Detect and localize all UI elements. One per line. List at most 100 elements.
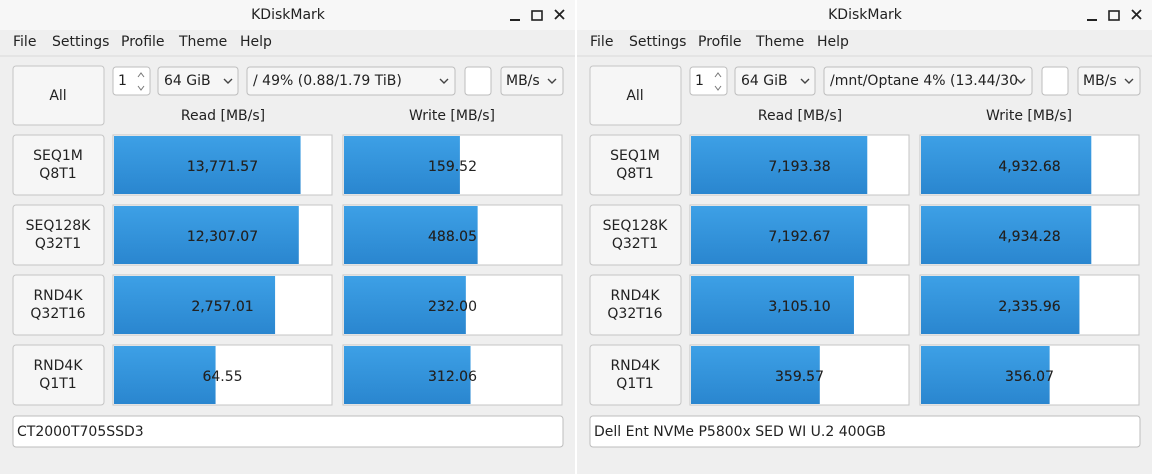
menu-item[interactable]: Help [240,34,272,50]
test-name: RND4K [610,358,660,374]
menu-item[interactable]: Profile [698,34,742,50]
test-params: Q32T1 [612,236,658,252]
test-params: Q1T1 [39,376,76,392]
close-button[interactable] [554,9,565,20]
test-name: RND4K [33,288,83,304]
test-params: Q8T1 [39,166,76,182]
test-button[interactable] [12,344,105,406]
result-value-highlight: 488.05 [428,229,477,245]
result-value: 159.52 [428,159,477,175]
result-bar [344,206,478,264]
maximize-button[interactable] [1108,10,1120,21]
size-combo[interactable] [734,66,816,96]
dropdown-arrow [1016,78,1026,84]
result-value: 64.55 [202,369,242,385]
test-button[interactable] [12,134,105,196]
result-bar [921,206,1092,264]
test-name: RND4K [610,288,660,304]
result-bar [691,136,868,194]
result-value-highlight: 7,193.38 [768,159,830,175]
spin-arrows [137,72,145,91]
size-value: 64 GiB [741,73,788,89]
maximize-button[interactable] [531,10,543,21]
test-params: Q32T1 [35,236,81,252]
result-value-highlight: 7,192.67 [768,229,830,245]
result-value-highlight: 4,932.68 [998,159,1060,175]
write-header: Write [MB/s] [986,108,1072,124]
target-combo[interactable] [246,66,456,96]
all-button[interactable] [589,65,682,126]
loops-value: 1 [118,73,127,89]
result-bar [114,276,276,334]
test-params: Q8T1 [616,166,653,182]
target-value: /mnt/Optane 4% (13.44/30 [830,73,1018,89]
test-button[interactable] [589,204,682,266]
all-button[interactable] [12,65,105,126]
window-title: KDiskMark [828,7,903,23]
test-params: Q1T1 [616,376,653,392]
test-button[interactable] [589,134,682,196]
result-value: 2,757.01 [191,299,253,315]
unit-combo[interactable] [500,66,564,96]
unit-value: MB/s [1083,73,1117,89]
result-value: 4,934.28 [998,229,1060,245]
dropdown-arrow [223,78,233,84]
result-bar [691,346,820,404]
size-combo[interactable] [157,66,239,96]
result-bar [921,136,1092,194]
result-bar [344,136,460,194]
result-bar [344,346,471,404]
menu-item[interactable]: File [590,34,613,50]
window-title: KDiskMark [251,7,326,23]
result-bar [691,206,868,264]
result-bar [114,206,299,264]
result-value: 356.07 [1005,369,1054,385]
result-value-highlight: 2,335.96 [998,299,1060,315]
menu-item[interactable]: Theme [178,34,227,50]
unit-combo[interactable] [1077,66,1141,96]
menu-item[interactable]: Help [817,34,849,50]
result-value: 4,932.68 [998,159,1060,175]
mode-box[interactable] [464,66,492,96]
test-button[interactable] [12,274,105,336]
test-button[interactable] [589,344,682,406]
device-field[interactable] [12,415,564,448]
target-value: / 49% (0.88/1.79 TiB) [253,73,402,89]
target-combo[interactable] [823,66,1033,96]
result-bar [114,346,216,404]
all-button-label: All [626,88,643,104]
result-value: 2,335.96 [998,299,1060,315]
result-value: 7,193.38 [768,159,830,175]
read-header: Read [MB/s] [758,108,842,124]
result-value-highlight: 13,771.57 [187,159,258,175]
test-button[interactable] [589,274,682,336]
menu-item[interactable]: Settings [52,34,109,50]
dropdown-arrow [1124,78,1134,84]
menu-item[interactable]: File [13,34,36,50]
result-value: 312.06 [428,369,477,385]
result-value-highlight: 64.55 [202,369,242,385]
title-bar [0,0,575,30]
dropdown-arrow [547,78,557,84]
device-field[interactable] [589,415,1141,448]
menu-item[interactable]: Settings [629,34,686,50]
result-value: 12,307.07 [187,229,258,245]
result-bar [691,276,854,334]
test-button[interactable] [12,204,105,266]
mode-box[interactable] [1041,66,1069,96]
result-value: 7,192.67 [768,229,830,245]
result-value: 359.57 [775,369,824,385]
loops-value: 1 [695,73,704,89]
test-name: SEQ128K [26,218,91,234]
test-name: SEQ1M [610,148,660,164]
menu-item[interactable]: Profile [121,34,165,50]
result-value-highlight: 356.07 [1005,369,1054,385]
write-header: Write [MB/s] [409,108,495,124]
close-button[interactable] [1131,9,1142,20]
test-params: Q32T16 [607,306,662,322]
result-value-highlight: 232.00 [428,299,477,315]
dropdown-arrow [800,78,810,84]
menu-item[interactable]: Theme [755,34,804,50]
